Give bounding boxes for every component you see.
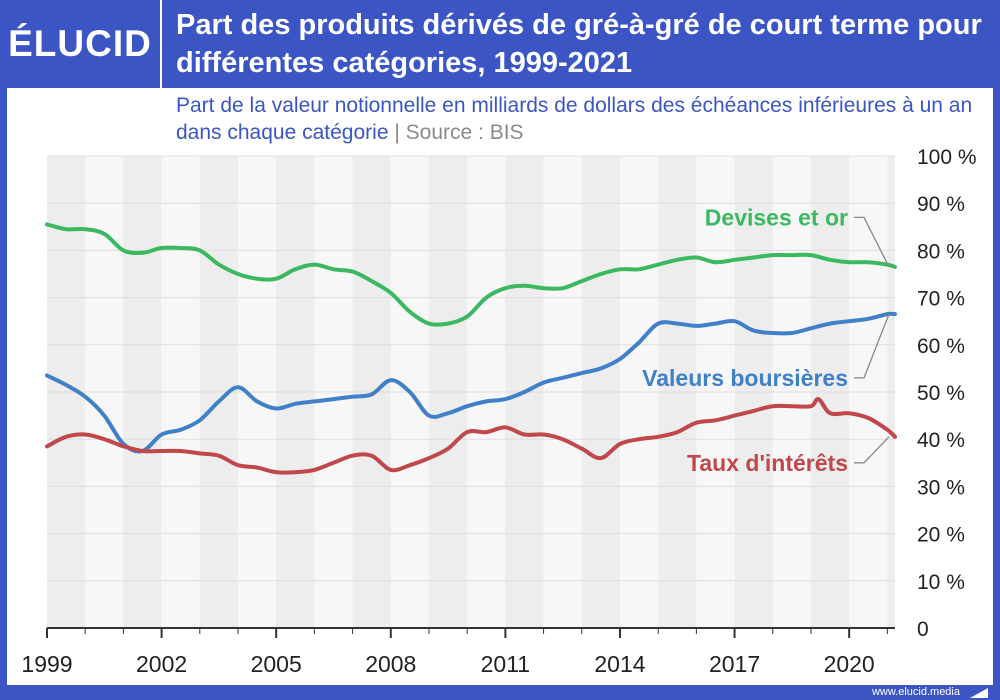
series-line-1 [45,311,897,454]
x-tick-label: 2011 [481,651,530,677]
x-tick-label: 2005 [251,651,302,677]
y-tick-label: 40 % [917,429,965,452]
series-leader-line-1 [854,313,890,379]
series-lines [45,222,897,475]
y-tick-label: 80 % [917,240,965,263]
y-tick-label: 20 % [917,524,965,547]
y-tick-label: 30 % [917,476,965,499]
footer-bar [0,685,1000,700]
y-tick-label: 90 % [917,193,965,216]
y-tick-label: 60 % [917,335,965,358]
x-axis [46,627,895,638]
y-tick-label: 0 [917,618,929,641]
subtitle-text: Part de la valeur notionnelle en milliar… [176,94,973,144]
series-labels: Devises et or Valeurs boursières Taux d'in… [642,204,890,476]
series-line-2 [45,397,897,475]
series-leader-line-0 [854,216,890,268]
x-tick-label: 2002 [136,651,187,677]
source-separator: | [394,121,400,144]
right-border [993,88,1000,700]
left-border [0,88,7,700]
x-tick-label: 2020 [824,651,875,677]
x-tick-label: 2014 [594,651,645,677]
x-tick-label: 2017 [709,651,760,677]
series-label: Devises et or [705,204,848,230]
x-tick-label: 2008 [365,651,416,677]
y-tick-label: 100 % [917,146,977,169]
chart-title: Part des produits dérivés de gré-à-gré d… [176,9,982,79]
y-tick-label: 10 % [917,571,965,594]
series-label: Taux d'intérêts [687,450,848,476]
x-axis-ticks: 1999 2002 2005 2008 2011 2014 2017 2020 [21,651,874,677]
logo-divider [160,0,162,88]
gridlines [47,155,895,582]
series-leader-line-2 [854,436,890,464]
series-line-0 [45,222,897,327]
footer-url: www.elucid.media [871,686,960,698]
chart-subtitle: Part de la valeur notionnelle en milliar… [176,92,976,146]
y-tick-label: 70 % [917,288,965,311]
series-label: Valeurs boursières [642,365,848,391]
elucid-mark-icon [970,688,988,698]
elucid-logo: ÉLUCID [8,23,152,64]
header-bar [0,0,1000,88]
y-axis-ticks: 0 10 % 20 % 30 % 40 % 50 % 60 % 70 % 80 % 90 % 100… [917,146,977,641]
x-tick-label: 1999 [21,651,72,677]
y-tick-label: 50 % [917,382,965,405]
source-text: Source : BIS [405,121,524,144]
